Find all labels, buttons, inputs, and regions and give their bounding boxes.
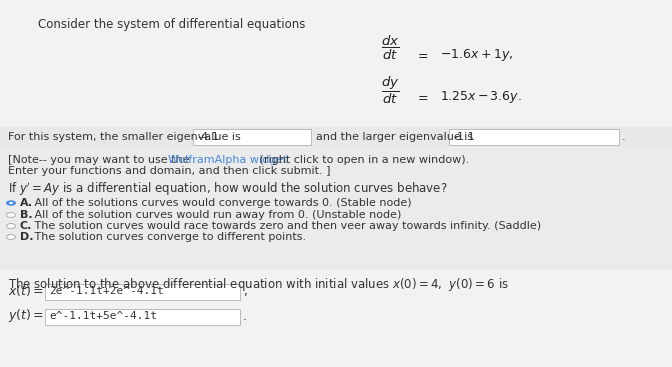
Text: $\dfrac{dy}{dt}$: $\dfrac{dy}{dt}$	[381, 75, 399, 106]
Text: A.: A.	[20, 198, 33, 208]
Text: ,: ,	[243, 284, 247, 298]
Text: 2e^-1.1t+2e^-4.1t: 2e^-1.1t+2e^-4.1t	[49, 286, 164, 296]
Text: WolframAlpha widget: WolframAlpha widget	[168, 155, 288, 165]
Text: If $y' = Ay$ is a differential equation, how would the solution curves behave?: If $y' = Ay$ is a differential equation,…	[8, 180, 448, 197]
Text: .: .	[622, 132, 626, 142]
Text: (right click to open in a new window).: (right click to open in a new window).	[256, 155, 469, 165]
Text: e^-1.1t+5e^-4.1t: e^-1.1t+5e^-4.1t	[49, 311, 157, 321]
Text: $=$: $=$	[415, 48, 429, 62]
Text: For this system, the smaller eigenvalue is: For this system, the smaller eigenvalue …	[8, 132, 241, 142]
Text: B.: B.	[20, 210, 33, 220]
Text: The solution to the above differential equation with initial values $x(0) = 4$, : The solution to the above differential e…	[8, 276, 509, 293]
Text: -1.1: -1.1	[453, 132, 474, 142]
Text: .: .	[243, 309, 247, 323]
Text: $=$: $=$	[415, 91, 429, 103]
Text: The solution curves converge to different points.: The solution curves converge to differen…	[31, 232, 306, 242]
Text: [Note-- you may want to use the: [Note-- you may want to use the	[8, 155, 193, 165]
Text: and the larger eigenvalue is: and the larger eigenvalue is	[316, 132, 473, 142]
Text: $y(t) =$: $y(t) =$	[8, 308, 44, 324]
Text: -4.1: -4.1	[197, 132, 219, 142]
Text: $x(t) =$: $x(t) =$	[8, 283, 44, 298]
Text: $\dfrac{dx}{dt}$: $\dfrac{dx}{dt}$	[381, 34, 399, 62]
Text: All of the solutions curves would converge towards 0. (Stable node): All of the solutions curves would conver…	[31, 198, 412, 208]
Text: The solution curves would race towards zero and then veer away towards infinity.: The solution curves would race towards z…	[31, 221, 541, 231]
Text: $-1.6x + 1y,$: $-1.6x + 1y,$	[440, 47, 513, 63]
Text: Consider the system of differential equations: Consider the system of differential equa…	[38, 18, 305, 31]
Text: $1.25x - 3.6y.$: $1.25x - 3.6y.$	[440, 89, 522, 105]
Text: Enter your functions and domain, and then click submit. ]: Enter your functions and domain, and the…	[8, 166, 331, 176]
Text: C.: C.	[20, 221, 32, 231]
Text: All of the solution curves would run away from 0. (Unstable node): All of the solution curves would run awa…	[31, 210, 401, 220]
Text: D.: D.	[20, 232, 34, 242]
